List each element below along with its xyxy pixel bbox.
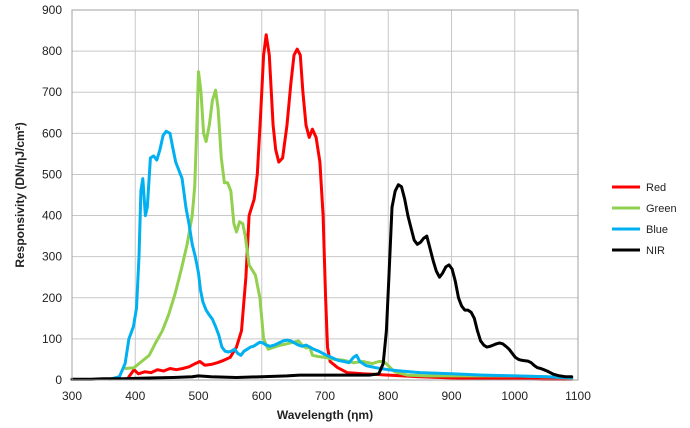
y-tick-label-100: 100 [42,332,62,346]
series-line-blue [108,129,574,381]
legend: Red Green Blue NIR [612,182,677,257]
x-tick-labels: 300 400 500 600 700 800 900 1000 1100 [62,389,591,403]
y-tick-label-500: 500 [42,167,62,181]
plot-frame [71,9,579,381]
series-line-nir [70,183,574,381]
legend-label-nir: NIR [646,245,665,257]
y-axis-title: Responsivity (DN/ηJ/cm²) [13,122,27,267]
y-tick-label-700: 700 [42,85,62,99]
series-line-green [124,70,574,380]
y-tick-label-0: 0 [55,373,62,387]
series-line-red [127,33,574,381]
x-tick-label-1100: 1100 [565,389,591,403]
x-tick-label-300: 300 [62,389,82,403]
legend-label-red: Red [646,182,666,194]
x-tick-label-800: 800 [378,389,398,403]
y-tick-label-200: 200 [42,291,62,305]
legend-label-blue: Blue [646,224,668,236]
x-tick-label-400: 400 [125,389,145,403]
y-tick-label-900: 900 [42,3,62,17]
y-tick-label-800: 800 [42,44,62,58]
x-tick-label-600: 600 [252,389,272,403]
y-tick-label-400: 400 [42,209,62,223]
x-tick-label-500: 500 [188,389,208,403]
x-axis-title: Wavelength (ηm) [277,408,373,422]
series-lines [70,33,574,381]
y-tick-label-300: 300 [42,250,62,264]
y-tick-label-600: 600 [42,126,62,140]
x-tick-label-700: 700 [315,389,335,403]
legend-label-green: Green [646,203,677,215]
x-tick-label-1000: 1000 [501,389,528,403]
x-tick-label-900: 900 [441,389,461,403]
y-tick-labels: 0 100 200 300 400 500 600 700 800 900 [42,3,62,387]
